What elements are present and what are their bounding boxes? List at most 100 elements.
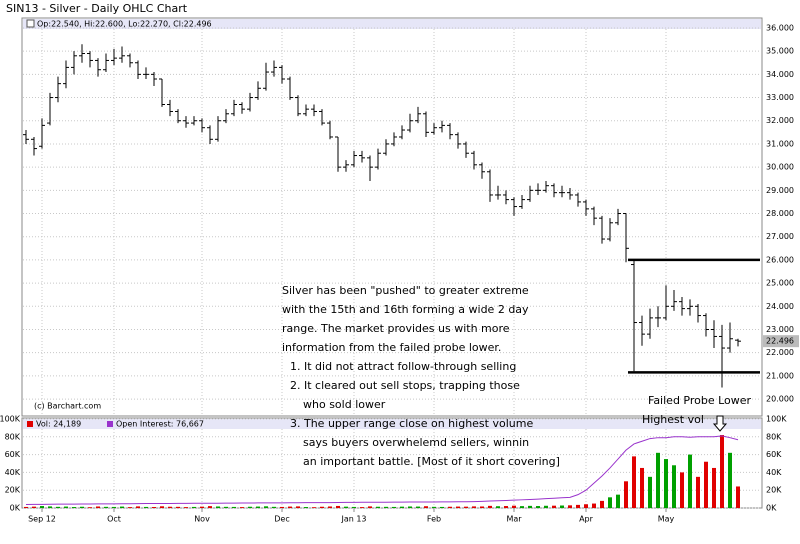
y-tick-label: 36.000 [766,23,794,32]
y-tick-label: 32.000 [766,116,794,125]
volume-bar [248,506,252,508]
y-tick-label-left: 60K [5,450,21,459]
volume-bar [488,505,492,508]
x-tick-label: Feb [427,515,441,524]
volume-bar [40,506,44,508]
volume-bar [352,506,356,508]
price-header [23,19,761,29]
volume-bar [32,506,36,508]
volume-bar [440,506,444,508]
volume-bar [584,504,588,508]
legend-oi: Open Interest: 76,667 [116,420,204,429]
annotation-line: range. The market provides us with more [282,322,510,335]
volume-bar [200,506,204,508]
volume-bar [536,506,540,508]
annotation-line: who sold lower [303,398,386,411]
annotation-line: with the 15th and 16th forming a wide 2 … [282,303,529,316]
annotation-line: 3. The upper range close on highest volu… [290,417,533,430]
volume-bar [168,506,172,508]
volume-bar [664,459,668,508]
volume-bar [672,465,676,508]
volume-bar [656,452,660,508]
volume-bar [144,506,148,508]
price-panel [21,17,763,417]
source: (c) Barchart.com [34,402,101,411]
volume-bar [448,506,452,508]
x-tick-label: Dec [274,515,289,524]
arrow-icon [712,415,728,432]
volume-bar [712,467,716,508]
y-tick-label: 0K [766,504,777,513]
volume-bar [408,506,412,508]
volume-bar [264,506,268,508]
open-interest-line [25,435,739,505]
volume-bar [424,506,428,508]
y-tick-label: 20.000 [766,395,794,404]
volume-bar [88,507,92,508]
volume-bar [176,506,180,508]
volume-bar [400,506,404,508]
legend-swatch-oi [107,421,113,427]
legend-vol: Vol: 24,189 [36,420,81,429]
ohlc-info: Op:22.540, Hi:22.600, Lo:22.270, Cl:22.4… [37,20,212,29]
y-tick-label-left: 100K [0,415,21,424]
volume-bar [544,505,548,508]
y-tick-label: 26.000 [766,255,794,264]
y-tick-label: 20K [766,486,782,495]
x-tick-label: Nov [194,515,210,524]
volume-bar [288,506,292,508]
volume-bar [152,507,156,508]
volume-bar [368,506,372,508]
volume-bar [736,486,740,508]
y-tick-label: 80K [766,432,782,441]
volume-bar [160,506,164,508]
volume-bar [728,452,732,508]
volume-panel [21,417,763,509]
y-tick-label: 100K [766,415,787,424]
volume-bar [616,494,620,508]
volume-bar [520,506,524,508]
volume-header [23,419,761,429]
volume-bar [80,506,84,508]
volume-bar [512,505,516,508]
volume-bar [112,506,116,508]
y-tick-label: 35.000 [766,47,794,56]
volume-bar [24,506,28,508]
volume-bar [320,506,324,508]
y-tick-label: 28.000 [766,209,794,218]
highest-vol-label: Highest vol [642,413,704,426]
y-tick-label: 33.000 [766,93,794,102]
volume-bar [280,506,284,508]
y-tick-label: 29.000 [766,186,794,195]
volume-bar [688,454,692,508]
volume-bar [592,503,596,508]
volume-bar [504,506,508,508]
volume-bar [384,506,388,508]
y-tick-label: 21.000 [766,371,794,380]
volume-bar [472,506,476,508]
volume-bar [576,504,580,508]
legend-swatch-vol [27,421,33,427]
volume-bar [256,506,260,508]
volume-bar [496,506,500,508]
volume-bar [456,506,460,508]
last-price-box [763,335,799,348]
volume-bar [416,506,420,508]
annotation-line: says buyers overwhelemd sellers, winnin [303,436,529,449]
volume-bar [680,472,684,508]
y-tick-label: 34.000 [766,70,794,79]
last-price-label: 22.496 [766,337,794,346]
volume-bar [608,497,612,508]
annotation-line: an important battle. [Most of it short c… [303,455,560,468]
volume-bar [568,505,572,508]
volume-bar [720,435,724,508]
chart-title: SIN13 - Silver - Daily OHLC Chart [6,2,188,15]
volume-bar [240,507,244,508]
volume-bar [232,506,236,508]
volume-bar [648,476,652,508]
volume-bar [208,506,212,508]
volume-bar [360,507,364,508]
volume-bar [392,506,396,508]
volume-bar [192,506,196,508]
